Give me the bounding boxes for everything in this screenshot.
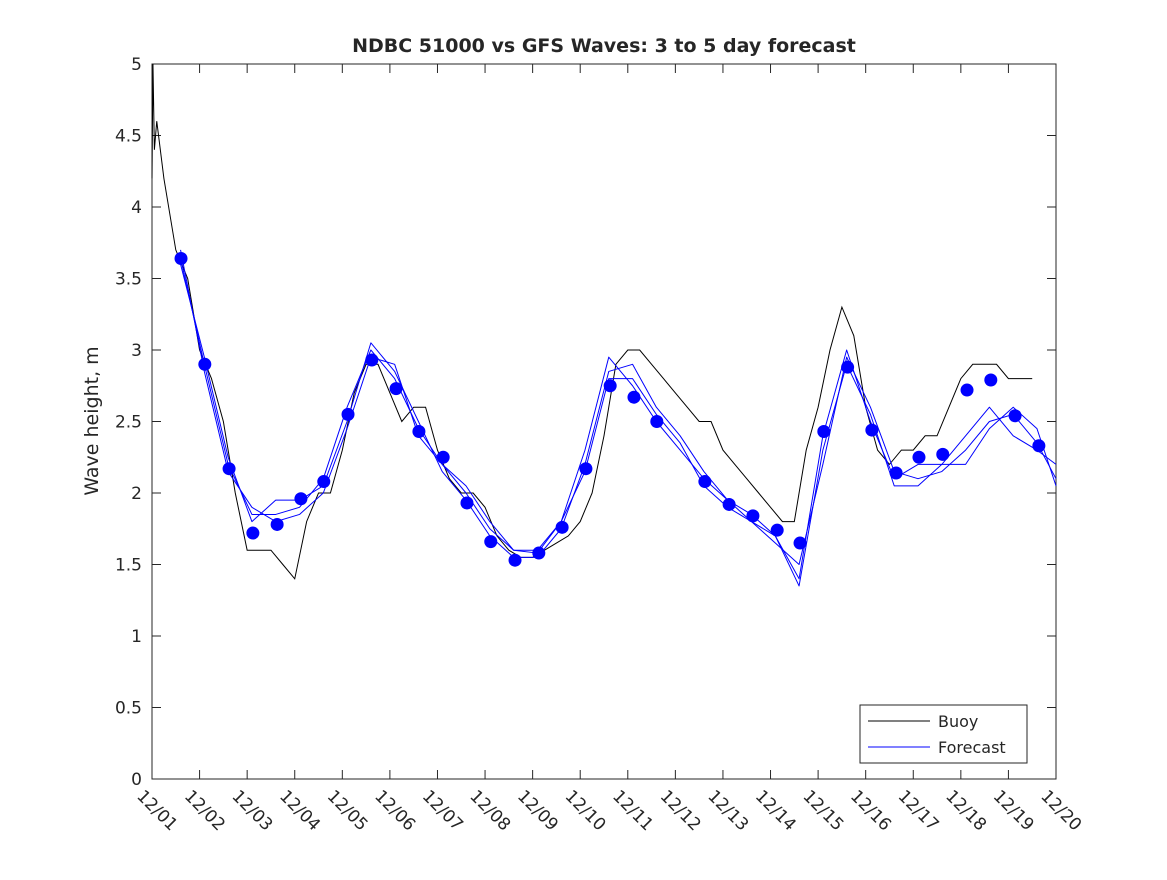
y-tick-label: 3.5 xyxy=(115,270,142,290)
forecast-marker xyxy=(389,382,403,396)
x-tick-label: 12/06 xyxy=(370,786,419,835)
forecast-marker xyxy=(246,526,260,540)
y-tick-label: 0 xyxy=(131,770,142,790)
forecast-marker xyxy=(222,462,236,476)
forecast-marker xyxy=(198,357,212,371)
y-tick-label: 1.5 xyxy=(115,556,142,576)
forecast-marker xyxy=(984,373,998,387)
x-tick-label: 12/15 xyxy=(799,786,848,835)
forecast-marker xyxy=(770,523,784,537)
x-tick-label: 12/01 xyxy=(132,786,181,835)
x-tick-label: 12/02 xyxy=(180,786,229,835)
forecast-marker xyxy=(722,497,736,511)
forecast-marker xyxy=(460,496,474,510)
x-tick-label: 12/12 xyxy=(656,786,705,835)
y-tick-label: 0.5 xyxy=(115,699,142,719)
x-tick-label: 12/09 xyxy=(513,786,562,835)
forecast-marker xyxy=(508,553,522,567)
y-tick-label: 2 xyxy=(131,484,142,504)
forecast-marker xyxy=(698,475,712,489)
legend-box xyxy=(859,704,1028,764)
x-tick-label: 12/07 xyxy=(418,786,467,835)
x-tick-label: 12/18 xyxy=(941,786,990,835)
plot-area xyxy=(151,63,1057,780)
x-tick-label: 12/16 xyxy=(846,786,895,835)
forecast-marker xyxy=(817,425,831,439)
forecast-marker xyxy=(412,425,426,439)
forecast-marker xyxy=(603,379,617,393)
x-tick-label: 12/13 xyxy=(703,786,752,835)
forecast-marker xyxy=(532,546,546,560)
forecast-marker xyxy=(174,251,188,265)
forecast-marker xyxy=(793,536,807,550)
y-tick-label: 1 xyxy=(131,627,142,647)
forecast-marker xyxy=(341,407,355,421)
forecast-marker xyxy=(436,450,450,464)
forecast-marker xyxy=(841,360,855,374)
x-tick-label: 12/11 xyxy=(608,786,657,835)
forecast-marker xyxy=(270,517,284,531)
forecast-marker xyxy=(294,492,308,506)
x-tick-label: 12/17 xyxy=(894,786,943,835)
forecast-marker xyxy=(650,415,664,428)
forecast-marker xyxy=(1032,439,1046,453)
forecast-marker xyxy=(936,447,950,461)
forecast-marker xyxy=(912,450,926,464)
y-tick-label: 4 xyxy=(131,198,142,218)
forecast-marker xyxy=(627,390,641,404)
x-tick-label: 12/14 xyxy=(751,786,800,835)
forecast-series-line-2 xyxy=(180,264,1057,565)
y-axis-label: Wave height, m xyxy=(81,346,103,495)
forecast-marker xyxy=(960,383,974,397)
x-tick-label: 12/05 xyxy=(323,786,372,835)
y-tick-label: 4.5 xyxy=(115,127,142,147)
chart-title: NDBC 51000 vs GFS Waves: 3 to 5 day fore… xyxy=(352,35,856,57)
x-tick-label: 12/08 xyxy=(466,786,515,835)
x-tick-label: 12/19 xyxy=(989,786,1038,835)
x-tick-label: 12/03 xyxy=(228,786,277,835)
legend-forecast-label: Forecast xyxy=(938,738,1006,757)
y-tick-label: 5 xyxy=(131,55,142,75)
y-tick-label: 2.5 xyxy=(115,413,142,433)
legend-buoy-label: Buoy xyxy=(938,712,978,731)
forecast-marker xyxy=(865,423,879,437)
forecast-marker xyxy=(746,509,760,523)
legend: Buoy Forecast xyxy=(859,704,1028,764)
forecast-marker xyxy=(555,520,569,534)
x-tick-label: 12/20 xyxy=(1036,786,1085,835)
x-tick-label: 12/04 xyxy=(275,786,324,835)
forecast-marker xyxy=(889,466,903,480)
forecast-marker xyxy=(484,535,498,549)
buoy-series-line xyxy=(151,63,1033,580)
forecast-marker xyxy=(579,462,593,476)
forecast-marker xyxy=(365,353,379,367)
forecast-series-line-1 xyxy=(180,258,1057,580)
y-tick-label: 3 xyxy=(131,341,142,361)
forecast-marker xyxy=(317,475,331,489)
forecast-marker xyxy=(1008,409,1022,423)
x-tick-label: 12/10 xyxy=(561,786,610,835)
